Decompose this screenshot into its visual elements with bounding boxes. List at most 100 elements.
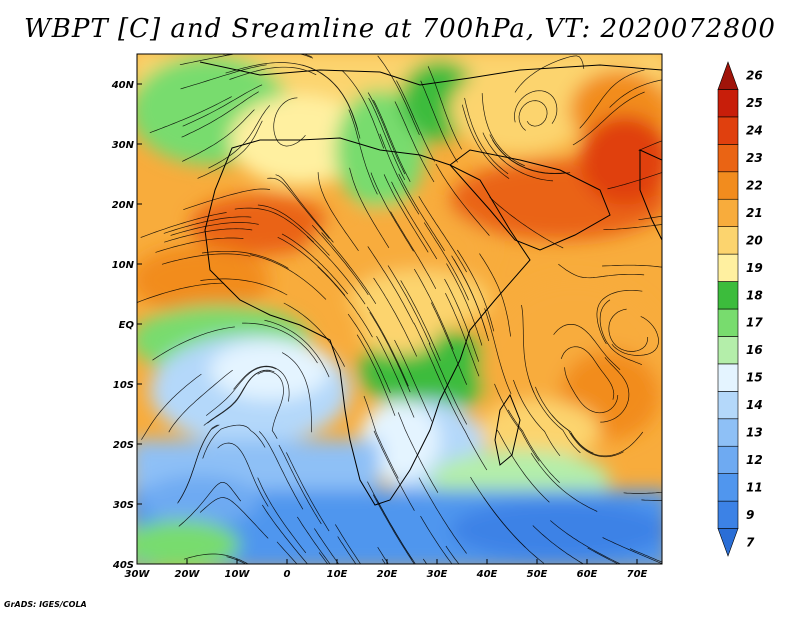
- streamline: [297, 516, 331, 564]
- africa-coastline: [204, 137, 531, 506]
- streamline: [164, 228, 253, 243]
- lon-tick-label: 50E: [527, 569, 548, 580]
- streamline: [427, 66, 462, 150]
- axis-ticks: 30W 20W 10W 0 10E 20E 30E 40E 50E 60E 70E 40N 30N 20N…: [111, 80, 648, 580]
- streamline: [390, 211, 437, 289]
- streamline: [258, 431, 304, 510]
- streamline: [234, 207, 315, 243]
- streamline: [418, 477, 467, 554]
- streamline: [638, 215, 662, 221]
- streamline: [367, 92, 406, 175]
- streamline: [161, 253, 251, 265]
- streamline: [314, 528, 340, 564]
- streamline: [202, 424, 266, 459]
- lon-tick-label: 40E: [476, 569, 498, 580]
- streamline: [551, 414, 624, 458]
- streamline: [422, 558, 428, 564]
- streamline: [521, 304, 535, 394]
- streamline: [532, 525, 585, 564]
- streamline: [373, 430, 415, 511]
- streamline: [208, 105, 271, 169]
- streamline: [444, 390, 488, 471]
- lat-tick-label: 20S: [113, 440, 134, 451]
- streamline: [226, 556, 247, 564]
- colorbar-arrow-top: [717, 61, 739, 90]
- colorbar-box: [717, 253, 739, 282]
- streamline: [496, 429, 550, 503]
- streamline: [428, 343, 468, 425]
- lat-tick-label: 30N: [112, 140, 135, 151]
- streamline: [281, 352, 313, 433]
- streamline: [530, 452, 598, 512]
- colorbar-box: [717, 89, 739, 118]
- streamline: [413, 268, 454, 350]
- colorbar-box: [717, 198, 739, 227]
- colorbar-label: 7: [746, 535, 755, 549]
- streamline: [242, 322, 318, 364]
- streamline: [482, 132, 554, 182]
- streamline: [366, 306, 409, 387]
- streamline: [451, 255, 488, 338]
- streamline: [600, 357, 630, 423]
- streamline: [200, 278, 288, 296]
- streamline: [514, 90, 558, 124]
- streamline: [396, 80, 435, 162]
- coastlines: [199, 61, 662, 506]
- streamline: [363, 395, 399, 479]
- colorbar-box: [717, 363, 739, 392]
- streamline: [578, 561, 584, 564]
- colorbar-arrow-bottom: [717, 528, 739, 557]
- colorbar-label: 15: [746, 371, 763, 385]
- streamline: [285, 452, 330, 532]
- streamline: [529, 380, 581, 454]
- colorbar-box: [717, 226, 739, 255]
- colorbar-box: [717, 445, 739, 474]
- colorbar-label: 9: [746, 508, 754, 522]
- lat-tick-label: 30S: [113, 500, 134, 511]
- lon-tick-label: 60E: [577, 569, 598, 580]
- streamline: [430, 302, 468, 385]
- streamline: [629, 548, 662, 563]
- lon-tick-label: 70E: [627, 569, 648, 580]
- streamline: [514, 55, 585, 93]
- streamline: [180, 64, 267, 90]
- streamline: [155, 237, 244, 253]
- streamline: [199, 497, 269, 539]
- lon-tick-label: 20W: [175, 569, 201, 580]
- streamline: [457, 249, 495, 332]
- colorbar-label: 13: [746, 426, 763, 440]
- colorbar-label: 20: [746, 233, 763, 247]
- streamline: [550, 520, 622, 564]
- lon-tick-label: 0: [284, 569, 291, 580]
- streamline: [152, 326, 235, 361]
- streamline: [229, 66, 317, 80]
- streamline: [602, 264, 662, 268]
- streamline: [257, 370, 284, 439]
- streamline: [461, 104, 510, 179]
- streamline: [608, 308, 649, 352]
- madagascar-coastline: [494, 393, 521, 466]
- streamline: [489, 196, 564, 249]
- streamline: [373, 277, 418, 357]
- lat-tick-label: 10S: [113, 380, 134, 391]
- lat-tick-label: 20N: [112, 200, 135, 211]
- streamline: [518, 100, 548, 131]
- lat-tick-label: 40N: [111, 80, 135, 91]
- streamline: [278, 444, 322, 525]
- streamline: [367, 246, 414, 324]
- streamline: [179, 54, 237, 66]
- streamline: [275, 174, 334, 243]
- streamline: [183, 188, 271, 211]
- arabia-coastline: [449, 149, 611, 251]
- streamline: [262, 504, 308, 564]
- lon-tick-label: 30E: [427, 569, 448, 580]
- colorbar-label: 23: [746, 151, 763, 165]
- streamline: [341, 70, 385, 149]
- colorbar-label: 21: [746, 206, 763, 220]
- streamline: [602, 537, 662, 564]
- colorbar-label: 14: [746, 398, 763, 412]
- streamline: [398, 173, 445, 251]
- streamline: [418, 196, 467, 273]
- colorbar-label: 12: [746, 453, 763, 467]
- colorbar: 7 9 11 12 13 14 15 16 17 18 19 20 21 22 23 24 25 26: [717, 61, 763, 557]
